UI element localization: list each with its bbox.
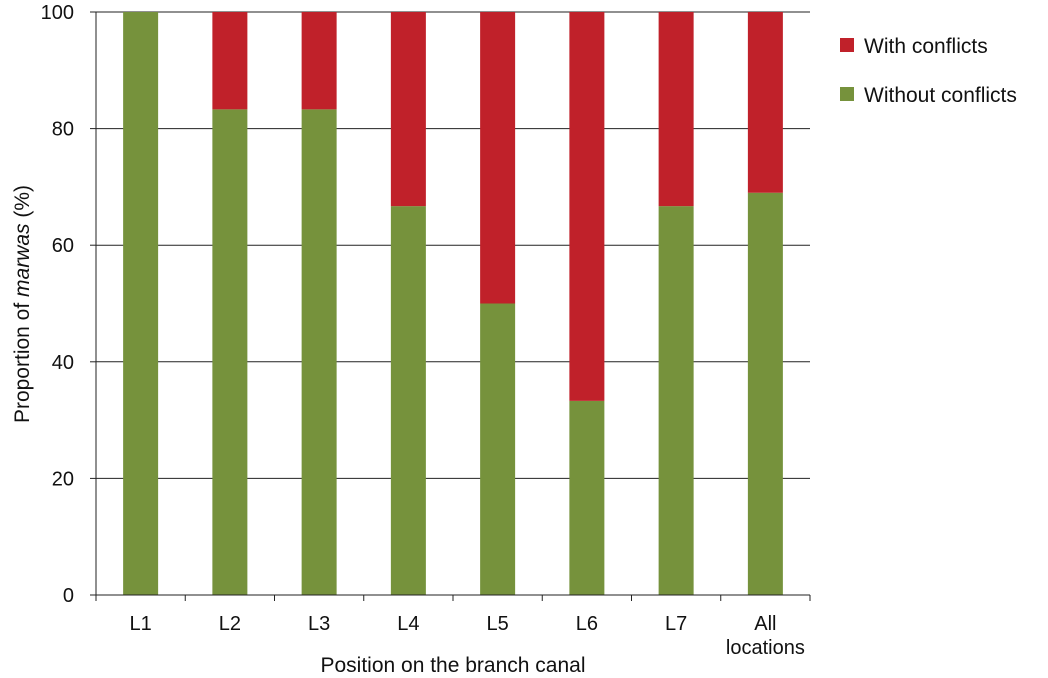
bar-l5-with-conflicts — [480, 12, 516, 304]
bar-all-locations-without-conflicts — [747, 192, 783, 596]
x-tick-label-l3: L3 — [308, 613, 330, 635]
bar-l7-with-conflicts — [658, 12, 694, 207]
axes — [90, 11, 811, 601]
y-tick-label-40: 40 — [52, 352, 74, 374]
bar-l5-without-conflicts — [480, 303, 516, 595]
y-tick-label-80: 80 — [52, 119, 74, 141]
x-tick-label-l4: L4 — [397, 613, 419, 635]
bar-l3-with-conflicts — [301, 12, 337, 110]
y-tick-label-60: 60 — [52, 235, 74, 257]
tick-labels: 0 20 40 60 80 100 L1 L2 L3 L4 L5 L6 L7 All locations — [41, 2, 805, 659]
bar-l2-with-conflicts — [212, 12, 248, 110]
legend-swatch-with-conflicts — [840, 38, 854, 52]
x-tick-label-l6: L6 — [576, 613, 598, 635]
x-tick-label-l7: L7 — [665, 613, 687, 635]
bar-l1-without-conflicts — [123, 12, 159, 595]
bar-l4-without-conflicts — [390, 206, 426, 596]
y-tick-label-20: 20 — [52, 468, 74, 490]
legend: With conflicts Without conflicts — [840, 35, 1017, 107]
y-axis-title: Proportion of marwas (%) — [11, 185, 34, 423]
x-tick-label-all-locations: All locations — [726, 613, 805, 659]
legend-label-with-conflicts: With conflicts — [864, 35, 988, 58]
x-axis-title: Position on the branch canal — [320, 654, 585, 677]
y-axis-title-italic: marwas — [11, 223, 34, 297]
legend-label-without-conflicts: Without conflicts — [864, 84, 1017, 107]
legend-swatch-without-conflicts — [840, 87, 854, 101]
gridlines — [96, 11, 810, 479]
x-tick-label-l1: L1 — [130, 613, 152, 635]
bar-l7-without-conflicts — [658, 206, 694, 596]
bar-l2-without-conflicts — [212, 109, 248, 596]
x-tick-label-l5: L5 — [487, 613, 509, 635]
x-tick-label-l2: L2 — [219, 613, 241, 635]
bars — [123, 12, 783, 596]
bar-l6-with-conflicts — [569, 12, 605, 401]
y-axis-title-prefix: Proportion of — [11, 297, 34, 423]
y-tick-label-100: 100 — [41, 2, 74, 24]
bar-l6-without-conflicts — [569, 400, 605, 595]
y-axis-title-suffix: (%) — [11, 185, 34, 224]
bar-l4-with-conflicts — [390, 12, 426, 207]
bar-all-locations-with-conflicts — [747, 12, 783, 193]
y-tick-label-0: 0 — [63, 585, 74, 607]
bar-l3-without-conflicts — [301, 109, 337, 596]
